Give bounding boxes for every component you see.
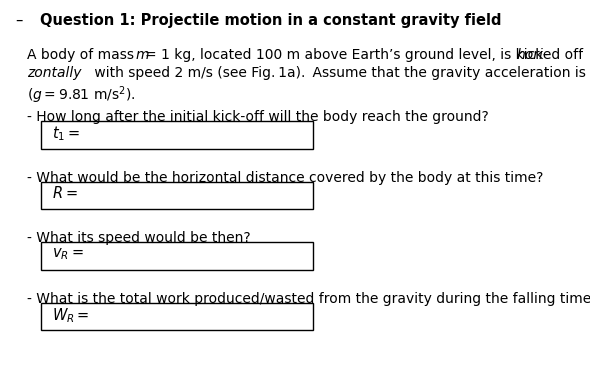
Text: = 1 kg, located 100 m above Earth’s ground level, is kicked off: = 1 kg, located 100 m above Earth’s grou… [145,48,587,62]
Bar [41,303,313,330]
Text: - What is the total work produced/wasted from the gravity during the falling tim: - What is the total work produced/wasted… [27,292,590,306]
Text: $(g = 9.81$ m/s$^2)$.: $(g = 9.81$ m/s$^2)$. [27,84,135,106]
Text: $m$: $m$ [135,48,149,62]
Text: - What would be the horizontal distance covered by the body at this time?: - What would be the horizontal distance … [27,171,543,185]
Text: - What its speed would be then?: - What its speed would be then? [27,231,250,245]
Bar [41,242,313,270]
Bar [41,121,313,149]
Text: $t_1 = $: $t_1 = $ [52,125,80,143]
Text: $R = $: $R = $ [52,185,77,201]
Text: - How long after the initial kick-off will the body reach the ground?: - How long after the initial kick-off wi… [27,110,489,124]
Text: $v_R = $: $v_R = $ [52,246,84,262]
Text: A body of mass: A body of mass [27,48,138,62]
Text: Question 1: Projectile motion in a constant gravity field: Question 1: Projectile motion in a const… [40,13,502,28]
Text: with speed 2 m/s (see Fig. 1a).  Assume that the gravity acceleration is constan: with speed 2 m/s (see Fig. 1a). Assume t… [90,66,590,80]
Text: $W_R = $: $W_R = $ [52,306,90,325]
Text: –: – [15,13,22,28]
Text: hori-: hori- [517,48,549,62]
Bar [41,182,313,209]
Text: zontally: zontally [27,66,81,80]
